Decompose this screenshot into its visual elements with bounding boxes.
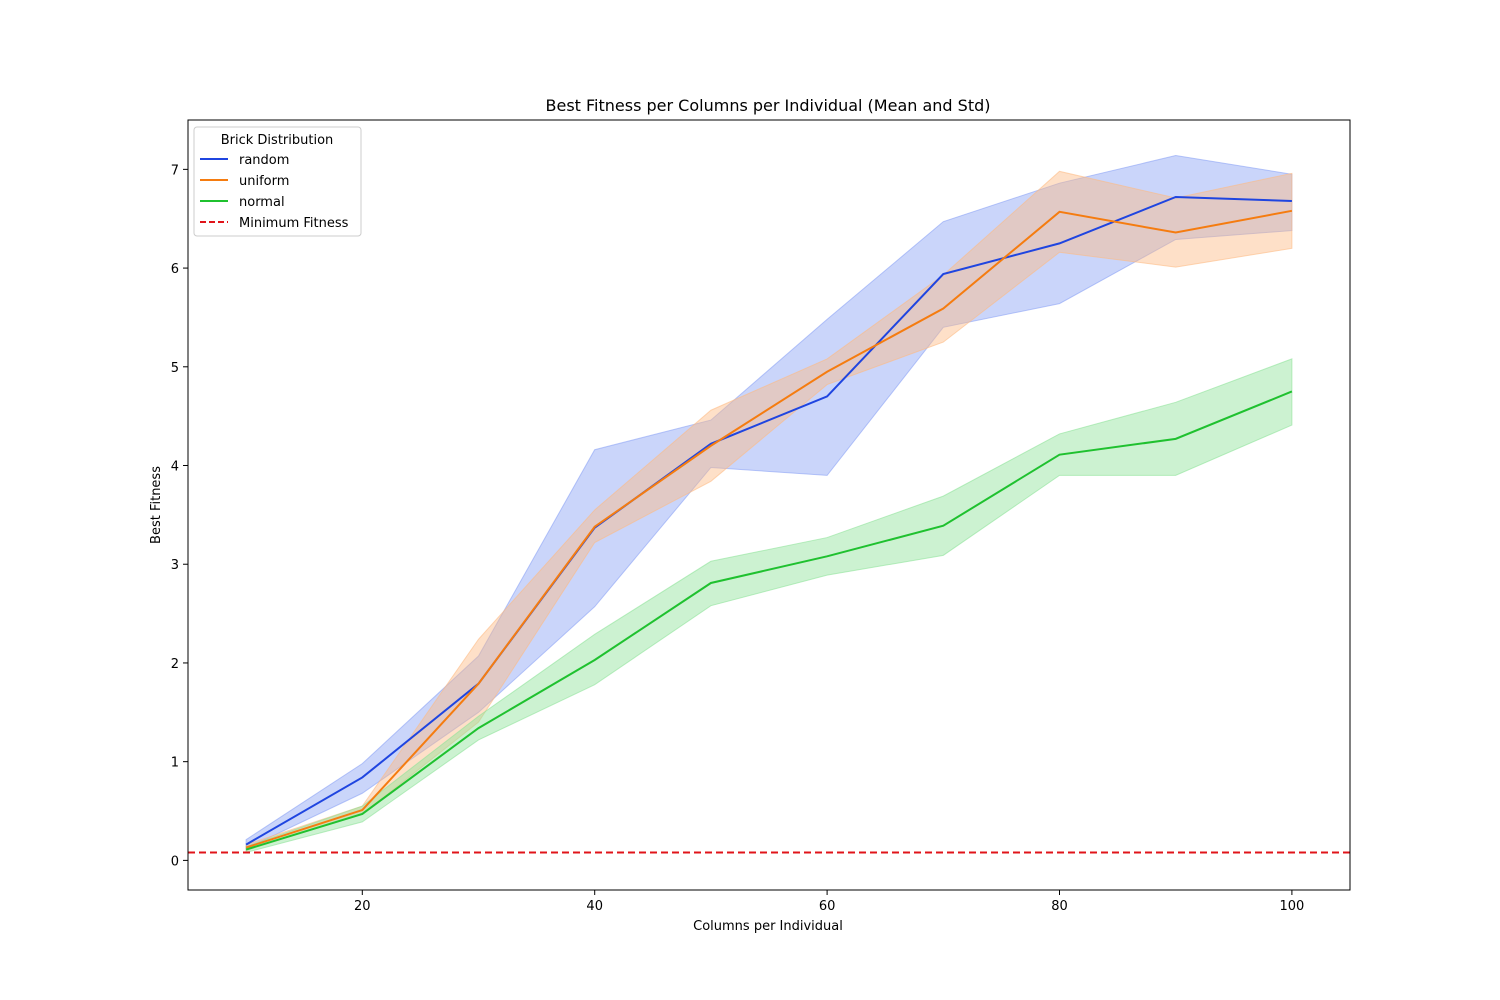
- x-axis: 20 40 60 80 100: [354, 890, 1304, 914]
- line-uniform: [245, 209, 1293, 849]
- plot-frame: [187, 119, 1351, 891]
- x-tick-label-40: 40: [586, 899, 603, 914]
- line-normal: [245, 390, 1293, 851]
- legend-label-normal: normal: [239, 195, 285, 210]
- x-tick-label-100: 100: [1279, 899, 1304, 914]
- chart-title: Best Fitness per Columns per Individual …: [546, 96, 991, 115]
- legend-title: Brick Distribution: [221, 133, 334, 148]
- y-tick-label-1: 1: [171, 756, 179, 771]
- x-tick-label-80: 80: [1051, 899, 1068, 914]
- x-axis-label: Columns per Individual: [693, 919, 843, 934]
- y-tick-label-3: 3: [171, 558, 179, 573]
- band-normal: [245, 358, 1293, 854]
- legend-label-random: random: [239, 153, 289, 168]
- y-tick-label-7: 7: [171, 163, 179, 178]
- legend: Brick Distribution random uniform normal Mi…: [193, 126, 362, 237]
- y-axis-label: Best Fitness: [149, 466, 164, 544]
- legend-label-minimum-fitness: Minimum Fitness: [239, 216, 349, 231]
- y-tick-label-6: 6: [171, 262, 179, 277]
- x-tick-label-20: 20: [354, 899, 371, 914]
- y-axis: 0 1 2 3 4 5 6 7: [171, 163, 188, 869]
- line-random: [245, 195, 1292, 846]
- y-tick-label-2: 2: [171, 657, 179, 672]
- x-tick-label-60: 60: [819, 899, 836, 914]
- y-tick-label-4: 4: [171, 460, 179, 475]
- y-tick-label-5: 5: [171, 361, 179, 376]
- y-tick-label-0: 0: [171, 854, 179, 869]
- plot-area: [188, 155, 1350, 854]
- band-uniform: [245, 170, 1293, 852]
- legend-label-uniform: uniform: [239, 174, 289, 189]
- legend-box: [193, 126, 362, 237]
